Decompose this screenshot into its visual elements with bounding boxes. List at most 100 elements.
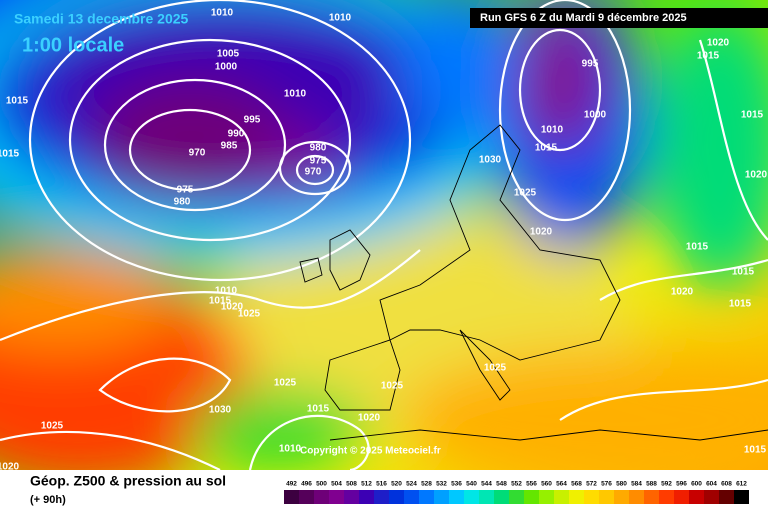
legend-swatch <box>524 490 539 504</box>
legend-swatch <box>509 490 524 504</box>
legend-label: 496 <box>301 481 312 488</box>
legend-label: 524 <box>406 481 417 488</box>
legend-label: 500 <box>316 481 327 488</box>
legend-label: 520 <box>391 481 402 488</box>
isobar-label: 1025 <box>274 378 297 389</box>
legend-label: 532 <box>436 481 447 488</box>
copyright: Copyright © 2025 Meteociel.fr <box>300 446 441 457</box>
isobar-label: 1020 <box>358 413 381 424</box>
legend-label: 552 <box>511 481 522 488</box>
run-box <box>470 8 768 28</box>
legend-swatch <box>719 490 734 504</box>
legend-swatch <box>704 490 719 504</box>
isobar-label: 1030 <box>479 155 502 166</box>
legend-label: 604 <box>706 481 717 488</box>
legend-swatch <box>344 490 359 504</box>
legend-swatch <box>539 490 554 504</box>
legend-label: 612 <box>736 481 747 488</box>
legend-swatch <box>554 490 569 504</box>
legend-swatch <box>494 490 509 504</box>
legend-label: 536 <box>451 481 462 488</box>
isobar-label: 980 <box>174 197 191 208</box>
legend-swatch <box>584 490 599 504</box>
legend-swatch <box>569 490 584 504</box>
legend-label: 548 <box>496 481 507 488</box>
legend-swatch <box>329 490 344 504</box>
legend-swatch <box>359 490 374 504</box>
legend-label: 600 <box>691 481 702 488</box>
legend-swatch <box>734 490 749 504</box>
isobar-label: 1010 <box>284 89 307 100</box>
isobar-label: 990 <box>228 129 245 140</box>
legend-swatch <box>449 490 464 504</box>
coastlines <box>299 124 768 441</box>
isobar-label: 1015 <box>209 296 232 307</box>
isobar-label: 1000 <box>215 62 238 73</box>
legend-label: 540 <box>466 481 477 488</box>
isobar-label: 970 <box>189 148 206 159</box>
legend-swatch <box>389 490 404 504</box>
isobar-label: 1025 <box>41 421 64 432</box>
legend-label: 504 <box>331 481 342 488</box>
legend-label: 544 <box>481 481 492 488</box>
isobar-label: 970 <box>305 167 322 178</box>
valid-time: 1:00 locale <box>22 34 124 56</box>
legend-label: 492 <box>286 481 297 488</box>
isobar-label: 1015 <box>6 96 29 107</box>
isobar-label: 1020 <box>707 38 730 49</box>
isobar-label: 1015 <box>697 51 720 62</box>
footer-title: Géop. Z500 & pression au sol <box>30 473 226 489</box>
legend-label: 572 <box>586 481 597 488</box>
legend-swatch <box>659 490 674 504</box>
legend-label: 556 <box>526 481 537 488</box>
legend-label: 576 <box>601 481 612 488</box>
legend-label: 528 <box>421 481 432 488</box>
legend-swatch <box>419 490 434 504</box>
isobar-label: 1015 <box>0 149 20 160</box>
legend-swatch <box>314 490 329 504</box>
color-legend: 492 496 500 504 508 512 516 520 524 528 532 536 540 5… <box>284 481 749 504</box>
isobar-label: 1005 <box>217 49 240 60</box>
isobar-label: 1020 <box>530 227 553 238</box>
legend-swatch <box>479 490 494 504</box>
isobar-label: 1000 <box>584 110 607 121</box>
isobar-labels: 1010101010051000101510151010995990985970… <box>0 8 768 470</box>
legend-label: 516 <box>376 481 387 488</box>
isobar-label: 975 <box>310 156 327 167</box>
isobar-label: 1010 <box>329 13 352 24</box>
legend-swatch <box>689 490 704 504</box>
legend-swatch <box>434 490 449 504</box>
isobars <box>0 0 768 470</box>
isobar-label: 1010 <box>215 286 238 297</box>
isobar-label: 1015 <box>307 404 330 415</box>
isobar-label: 980 <box>310 143 327 154</box>
isobar-label: 1015 <box>741 110 764 121</box>
isobar-label: 975 <box>177 185 194 196</box>
legend-swatch <box>374 490 389 504</box>
isobar-label: 1010 <box>279 444 302 455</box>
legend-swatch <box>299 490 314 504</box>
isobar-label: 1020 <box>221 302 244 313</box>
legend-label: 560 <box>541 481 552 488</box>
isobar-label: 1010 <box>541 125 564 136</box>
isobar-label: 1020 <box>745 170 768 181</box>
isobar-label: 985 <box>221 141 238 152</box>
legend-label: 508 <box>346 481 357 488</box>
isobar-label: 1010 <box>211 8 234 19</box>
isobar-label: 995 <box>582 59 599 70</box>
isobar-label: 1025 <box>484 363 507 374</box>
legend-swatch <box>284 490 299 504</box>
legend-swatch <box>644 490 659 504</box>
legend-label: 512 <box>361 481 372 488</box>
legend-label: 608 <box>721 481 732 488</box>
legend-label: 564 <box>556 481 567 488</box>
valid-date: Samedi 13 decembre 2025 <box>14 11 189 27</box>
isobar-label: 995 <box>244 115 261 126</box>
isobar-label: 1030 <box>209 405 232 416</box>
isobar-label: 1015 <box>732 267 755 278</box>
isobar-label: 1015 <box>729 299 752 310</box>
legend-label: 588 <box>646 481 657 488</box>
legend-label: 596 <box>676 481 687 488</box>
legend-label: 584 <box>631 481 642 488</box>
